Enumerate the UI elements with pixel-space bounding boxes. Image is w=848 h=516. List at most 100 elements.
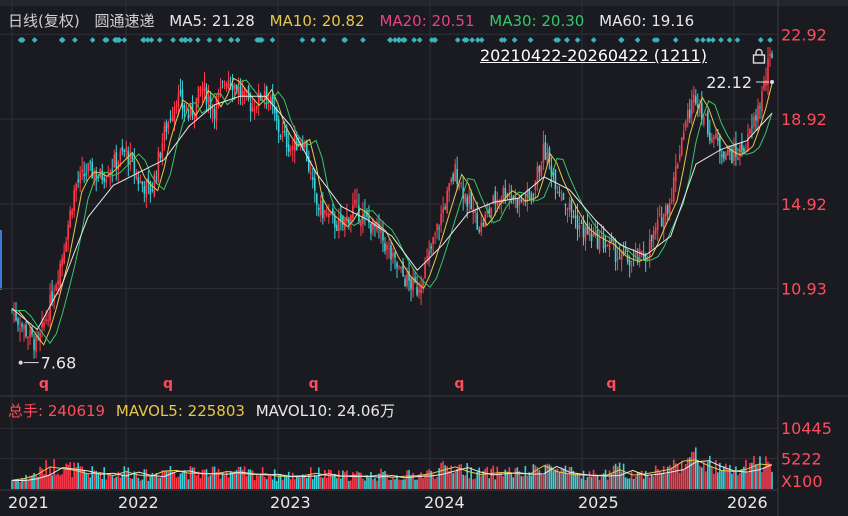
candle-body bbox=[368, 216, 370, 223]
candle-body bbox=[502, 187, 505, 200]
volume-bar bbox=[209, 475, 212, 489]
candle-body bbox=[297, 145, 300, 147]
event-dot bbox=[178, 37, 185, 43]
top-tab-strip[interactable] bbox=[0, 0, 848, 6]
volume-bar bbox=[127, 467, 130, 489]
candle-body bbox=[281, 131, 284, 134]
volume-bar bbox=[370, 471, 372, 489]
candle-body bbox=[169, 118, 172, 121]
candle-body bbox=[225, 83, 228, 89]
volume-bar bbox=[628, 478, 631, 489]
candle-body bbox=[644, 255, 647, 261]
candle-body bbox=[17, 318, 19, 325]
candle-body bbox=[121, 146, 124, 152]
volume-bar bbox=[566, 473, 569, 489]
volume-bar bbox=[153, 476, 156, 489]
candle-body bbox=[117, 161, 120, 171]
volume-bar bbox=[743, 466, 745, 489]
lock-icon[interactable] bbox=[752, 48, 766, 64]
volume-bar bbox=[247, 469, 250, 489]
candle-body bbox=[71, 210, 73, 216]
volume-bar bbox=[424, 474, 426, 489]
date-range-label[interactable]: 20210422-20260422 (1211) bbox=[480, 46, 707, 65]
volume-bar bbox=[223, 475, 226, 489]
candle-body bbox=[87, 163, 90, 173]
volume-bar bbox=[668, 465, 671, 489]
candle-body bbox=[394, 252, 396, 258]
volume-bar bbox=[87, 473, 90, 489]
volume-bar bbox=[564, 465, 567, 489]
candle-body bbox=[476, 213, 479, 230]
volume-bar bbox=[19, 482, 21, 489]
event-dot bbox=[217, 37, 223, 43]
candle-body bbox=[15, 310, 17, 321]
candle-body bbox=[771, 53, 773, 58]
candle-body bbox=[590, 234, 593, 241]
candle-body bbox=[733, 146, 735, 162]
candle-body bbox=[23, 325, 25, 329]
ma20-value: MA20: 20.51 bbox=[379, 12, 475, 30]
chart-kind-label[interactable]: 日线(复权) bbox=[8, 12, 80, 30]
volume-bar bbox=[512, 477, 515, 489]
volume-bar bbox=[376, 480, 378, 489]
candle-body bbox=[384, 243, 386, 252]
candle-body bbox=[332, 208, 334, 214]
volume-bar bbox=[536, 466, 539, 489]
candle-body bbox=[640, 250, 643, 254]
volume-bar bbox=[241, 469, 244, 489]
volume-bar bbox=[322, 477, 324, 489]
volume-bar bbox=[604, 469, 607, 489]
candle-body bbox=[496, 199, 499, 206]
price-annotations: 7.68 22.12 bbox=[18, 73, 774, 373]
candle-body bbox=[283, 131, 286, 133]
candle-body bbox=[594, 230, 597, 236]
candle-body bbox=[33, 339, 35, 350]
candle-body bbox=[93, 173, 96, 184]
volume-bar bbox=[29, 477, 31, 489]
candle-body bbox=[338, 218, 340, 232]
volume-bar bbox=[466, 463, 468, 489]
candle-body bbox=[588, 230, 591, 236]
volume-bar bbox=[610, 473, 613, 489]
candle-body bbox=[318, 208, 320, 211]
candle-body bbox=[638, 248, 641, 260]
event-dot bbox=[31, 37, 38, 43]
mavol5-label: MAVOL5: 225803 bbox=[115, 402, 245, 420]
event-dot bbox=[89, 37, 96, 43]
volume-bar bbox=[51, 475, 53, 489]
candle-body bbox=[61, 258, 63, 267]
candle-body bbox=[741, 141, 743, 151]
volume-bar bbox=[656, 469, 659, 489]
volume-bar bbox=[187, 479, 190, 489]
candle-body bbox=[682, 132, 685, 140]
mavol5-line bbox=[11, 459, 773, 481]
candle-body bbox=[454, 164, 456, 182]
volume-bar bbox=[13, 480, 15, 489]
candle-body bbox=[330, 211, 332, 215]
event-marker-q: q bbox=[39, 376, 49, 392]
candle-body bbox=[648, 239, 651, 257]
candle-body bbox=[85, 173, 87, 175]
volume-bar bbox=[388, 480, 390, 489]
candle-body bbox=[763, 80, 765, 90]
candle-body bbox=[143, 186, 146, 194]
candle-body bbox=[666, 205, 669, 214]
candle-body bbox=[324, 210, 326, 214]
candle-body bbox=[486, 210, 489, 214]
candle-body bbox=[670, 200, 673, 202]
volume-bar bbox=[630, 471, 633, 489]
event-dot bbox=[700, 37, 706, 43]
volume-bar bbox=[340, 478, 342, 489]
candle-body bbox=[658, 213, 661, 215]
volume-bar bbox=[159, 477, 162, 489]
candle-body bbox=[498, 199, 501, 205]
volume-bar bbox=[301, 474, 304, 489]
candle-body bbox=[650, 235, 653, 242]
volume-bar bbox=[318, 467, 320, 489]
volume-bar bbox=[49, 466, 51, 489]
volume-bar bbox=[117, 471, 120, 489]
candle-body bbox=[448, 183, 450, 192]
volume-bar bbox=[259, 474, 262, 489]
